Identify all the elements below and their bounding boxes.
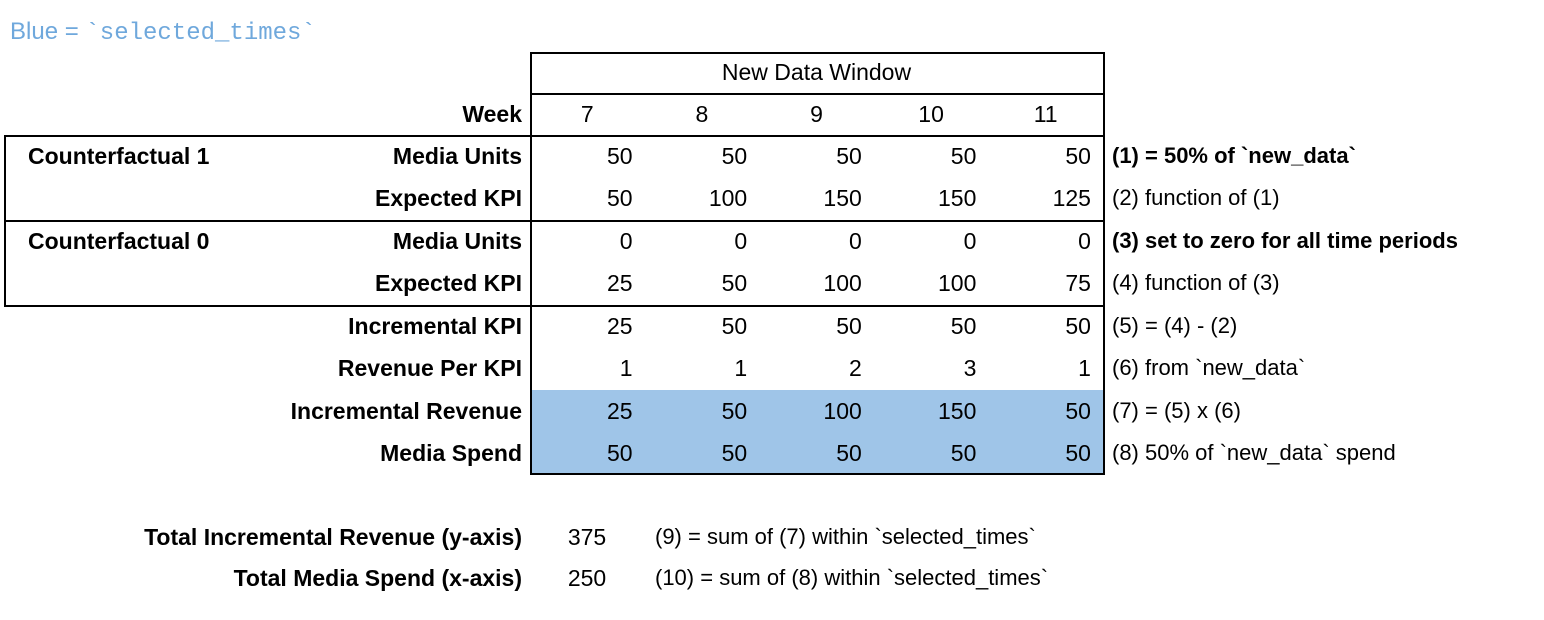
data-cell: 50 — [836, 440, 862, 466]
row-label-media-units-cf0: Media Units — [392, 228, 522, 254]
border-cf0-bottom — [4, 305, 1105, 307]
data-cell: 150 — [823, 185, 862, 211]
data-cell: 50 — [721, 398, 748, 424]
data-cell: 50 — [1065, 313, 1091, 339]
data-cell: 50 — [836, 313, 862, 339]
data-cell: 50 — [1065, 143, 1091, 169]
week-row: 7 8 9 10 11 — [530, 93, 1103, 135]
selected-times-highlight — [532, 390, 1103, 473]
border-header-bottom — [530, 93, 1105, 95]
group-label-counterfactual-1: Counterfactual 1 — [28, 143, 210, 169]
legend-code: `selected_times` — [85, 20, 316, 47]
data-cell: 25 — [607, 313, 633, 339]
border-cf-left — [4, 135, 6, 307]
total-incremental-revenue-label: Total Incremental Revenue (y-axis) — [144, 524, 522, 550]
data-cell: 50 — [721, 313, 748, 339]
row-note-5: (5) = (4) - (2) — [1112, 313, 1238, 338]
row-note-1: (1) = 50% of `new_data` — [1112, 143, 1356, 168]
border-cf-divider — [4, 220, 1105, 222]
legend-prefix: Blue = — [10, 18, 86, 45]
data-cell: 50 — [607, 185, 633, 211]
row-note-8: (8) 50% of `new_data` spend — [1112, 440, 1396, 465]
border-table-bottom — [530, 473, 1105, 475]
table-row-media-spend: 50 50 50 50 50 — [530, 432, 1103, 474]
data-cell: 100 — [823, 398, 862, 424]
total-incremental-revenue-note: (9) = sum of (7) within `selected_times` — [655, 524, 1036, 549]
row-label-expected-kpi-cf1: Expected KPI — [375, 185, 522, 211]
data-cell: 50 — [950, 313, 977, 339]
total-incremental-revenue-value: 375 — [567, 524, 607, 550]
week-label: Week — [462, 101, 522, 127]
row-label-media-spend: Media Spend — [380, 440, 522, 466]
data-cell: 0 — [1078, 228, 1091, 254]
group-label-counterfactual-0: Counterfactual 0 — [28, 228, 210, 254]
data-cell: 25 — [607, 270, 633, 296]
legend-text: Blue = `selected_times` — [10, 18, 316, 47]
data-cell: 0 — [734, 228, 748, 254]
total-media-spend-label: Total Media Spend (x-axis) — [233, 565, 522, 591]
data-cell: 1 — [619, 355, 633, 381]
total-media-spend-note: (10) = sum of (8) within `selected_times… — [655, 565, 1049, 590]
data-cell: 50 — [950, 440, 977, 466]
week-cell: 10 — [918, 101, 944, 127]
data-cell: 0 — [619, 228, 633, 254]
week-cell: 9 — [810, 101, 823, 127]
total-media-spend-value: 250 — [567, 565, 607, 591]
row-note-4: (4) function of (3) — [1112, 270, 1280, 295]
border-header-top — [530, 52, 1105, 54]
data-cell: 100 — [708, 185, 748, 211]
data-cell: 100 — [823, 270, 862, 296]
data-cell: 50 — [836, 143, 862, 169]
row-note-3: (3) set to zero for all time periods — [1112, 228, 1458, 253]
table-row-media-units-cf0: 0 0 0 0 0 — [530, 220, 1103, 262]
data-cell: 3 — [963, 355, 977, 381]
data-cell: 50 — [721, 270, 748, 296]
row-label-incremental-kpi: Incremental KPI — [348, 313, 522, 339]
data-cell: 50 — [1065, 440, 1091, 466]
data-cell: 1 — [734, 355, 748, 381]
week-cell: 11 — [1033, 101, 1058, 127]
border-data-right — [1103, 52, 1105, 475]
row-note-6: (6) from `new_data` — [1112, 355, 1306, 380]
table-row-expected-kpi-cf1: 50 100 150 150 125 — [530, 177, 1103, 219]
table-row-incremental-revenue: 25 50 100 150 50 — [530, 390, 1103, 432]
data-cell: 50 — [721, 440, 748, 466]
row-label-expected-kpi-cf0: Expected KPI — [375, 270, 522, 296]
data-cell: 150 — [938, 185, 977, 211]
table-row-revenue-per-kpi: 1 1 2 3 1 — [530, 347, 1103, 389]
data-cell: 2 — [848, 355, 862, 381]
table-row-media-units-cf1: 50 50 50 50 50 — [530, 135, 1103, 177]
data-cell: 75 — [1065, 270, 1091, 296]
data-cell: 25 — [607, 398, 633, 424]
data-cell: 50 — [721, 143, 748, 169]
week-cell: 7 — [580, 101, 594, 127]
data-cell: 125 — [1052, 185, 1091, 211]
row-note-7: (7) = (5) x (6) — [1112, 398, 1241, 423]
data-cell: 50 — [607, 143, 633, 169]
border-data-left — [530, 52, 532, 475]
data-cell: 1 — [1078, 355, 1091, 381]
border-cf1-top — [4, 135, 1105, 137]
table-row-incremental-kpi: 25 50 50 50 50 — [530, 305, 1103, 347]
data-cell: 50 — [1065, 398, 1091, 424]
data-cell: 50 — [607, 440, 633, 466]
row-label-revenue-per-kpi: Revenue Per KPI — [337, 355, 522, 381]
data-cell: 100 — [938, 270, 977, 296]
data-cell: 50 — [950, 143, 977, 169]
row-note-2: (2) function of (1) — [1112, 185, 1280, 210]
table-row-expected-kpi-cf0: 25 50 100 100 75 — [530, 262, 1103, 304]
data-cell: 0 — [963, 228, 977, 254]
week-cell: 8 — [695, 101, 709, 127]
table-header-title: New Data Window — [721, 59, 912, 85]
data-cell: 0 — [848, 228, 862, 254]
row-label-media-units-cf1: Media Units — [392, 143, 522, 169]
data-cell: 150 — [938, 398, 977, 424]
row-label-incremental-revenue: Incremental Revenue — [290, 398, 522, 424]
